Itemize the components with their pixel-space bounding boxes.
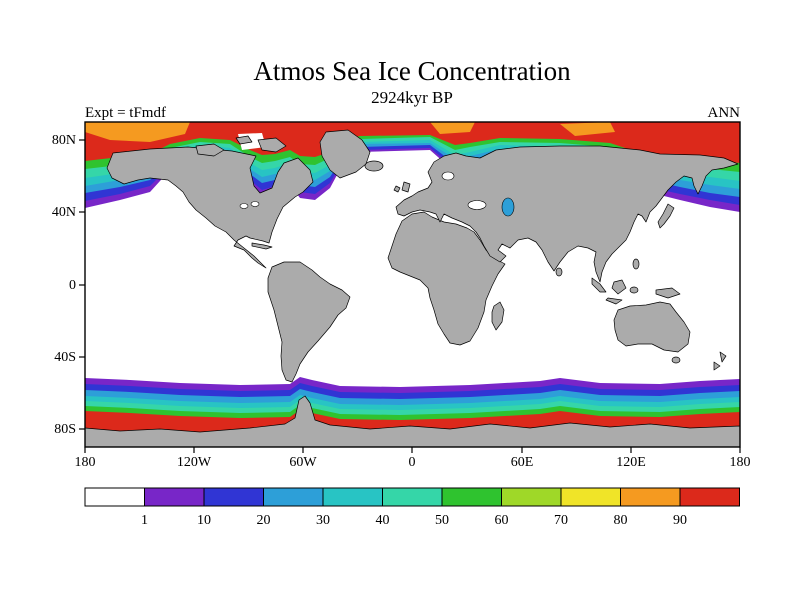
new-zealand-south-landmass (713, 361, 721, 371)
arctic-ice-patch-80-90-siberia (560, 122, 615, 136)
x-axis-ticks (84, 447, 741, 453)
britain-landmass (401, 181, 411, 193)
y-axis-label: 80N (52, 133, 76, 148)
colorbar-segment-6 (441, 487, 502, 507)
madagascar-landmass (491, 301, 505, 331)
figure-title: Atmos Sea Ice Concentration (253, 56, 571, 86)
arctic-ice-patch-80-90-west (85, 122, 190, 142)
y-axis-label: 0 (69, 278, 76, 293)
borneo-landmass (611, 279, 627, 295)
baltic-sea (441, 171, 455, 181)
eurasia-landmass (395, 145, 739, 283)
x-axis-label: 120W (177, 455, 212, 470)
season-label: ANN (708, 105, 741, 121)
colorbar-segment-1 (144, 487, 205, 507)
x-axis-label: 180 (730, 455, 751, 470)
x-axis-label: 60E (511, 455, 534, 470)
south-america-landmass (267, 261, 351, 383)
y-axis-label: 80S (54, 422, 76, 437)
colorbar-label: 70 (554, 513, 568, 528)
colorbar-segment-3 (263, 487, 324, 507)
sumatra-landmass (591, 277, 607, 293)
x-axis-label: 0 (409, 455, 416, 470)
x-axis-label: 120E (616, 455, 646, 470)
y-axis-ticks (79, 139, 85, 430)
arctic-island-baffin (257, 137, 287, 153)
colorbar-segment-4 (322, 487, 383, 507)
arctic-ice-patch-80-90-barents (430, 122, 475, 134)
greenland-landmass (319, 129, 371, 179)
continents (84, 129, 741, 448)
japan-landmass (657, 203, 675, 229)
colorbar-label: 40 (376, 513, 390, 528)
x-axis-label: 60W (289, 455, 317, 470)
sulawesi-landmass (629, 286, 639, 294)
x-axis-labels: 180 120W 60W 0 60E 120E 180 (75, 455, 751, 470)
y-axis-label: 40N (52, 205, 76, 220)
colorbar-segment-0 (84, 487, 145, 507)
sri-lanka-landmass (555, 267, 563, 277)
colorbar-segment-5 (382, 487, 443, 507)
arctic-island-small (235, 135, 253, 145)
new-guinea-landmass (655, 287, 681, 299)
colorbar-segment-9 (620, 487, 681, 507)
colorbar-label: 1 (141, 513, 148, 528)
y-axis-label: 40S (54, 350, 76, 365)
colorbar-label: 90 (673, 513, 687, 528)
colorbar-label: 80 (614, 513, 628, 528)
java-landmass (605, 297, 623, 305)
iceland-landmass (364, 160, 384, 172)
new-zealand-north-landmass (719, 351, 727, 363)
colorbar-label: 30 (316, 513, 330, 528)
caspian-sea-ice (501, 197, 515, 217)
colorbar-label: 60 (495, 513, 509, 528)
figure-subtitle: 2924kyr BP (371, 88, 453, 107)
black-sea (467, 200, 487, 210)
colorbar-segment-7 (501, 487, 562, 507)
y-axis-labels: 80N 40N 0 40S 80S (52, 133, 76, 437)
tasmania-landmass (671, 356, 681, 364)
colorbar: 1 10 20 30 40 50 60 70 80 90 (84, 487, 740, 528)
philippines-landmass (632, 258, 640, 270)
ireland-landmass (393, 185, 401, 193)
great-lake-east (250, 201, 260, 207)
antarctica-landmass (84, 395, 741, 448)
cuba-landmass (251, 242, 273, 250)
colorbar-label: 20 (257, 513, 271, 528)
experiment-label: Expt = tFmdf (85, 105, 166, 121)
colorbar-segment-2 (203, 487, 264, 507)
x-axis-label: 180 (75, 455, 96, 470)
arctic-island-victoria (195, 143, 225, 157)
great-lake-west (239, 203, 249, 209)
australia-landmass (613, 301, 691, 353)
north-america-landmass (106, 146, 314, 269)
colorbar-segment-8 (560, 487, 621, 507)
colorbar-label: 10 (197, 513, 211, 528)
colorbar-label: 50 (435, 513, 449, 528)
africa-landmass (387, 211, 506, 346)
colorbar-segment-10 (679, 487, 740, 507)
